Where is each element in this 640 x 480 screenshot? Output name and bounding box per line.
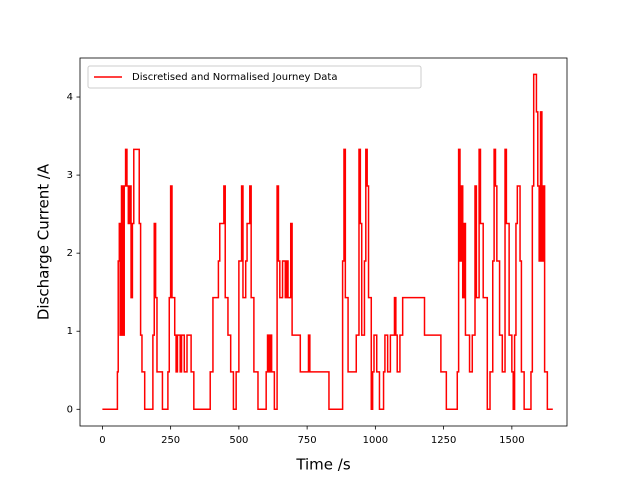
y-tick-label: 0 bbox=[67, 404, 73, 415]
x-tick-label: 250 bbox=[161, 435, 180, 446]
x-tick-label: 1500 bbox=[499, 435, 524, 446]
data-line bbox=[102, 73, 553, 411]
y-tick-label: 3 bbox=[67, 170, 73, 181]
y-tick-label: 4 bbox=[67, 92, 73, 103]
axes-frame bbox=[79, 57, 568, 427]
x-tick-label: 750 bbox=[298, 435, 317, 446]
x-tick-label: 1000 bbox=[363, 435, 388, 446]
x-tick-label: 0 bbox=[99, 435, 105, 446]
legend-label: Discretised and Normalised Journey Data bbox=[132, 72, 337, 83]
y-tick-label: 2 bbox=[67, 248, 73, 259]
x-tick-label: 1250 bbox=[431, 435, 456, 446]
x-axis-label: Time /s bbox=[295, 456, 351, 474]
y-axis-label: Discharge Current /A bbox=[35, 163, 53, 320]
x-tick-label: 500 bbox=[229, 435, 248, 446]
y-tick-label: 1 bbox=[67, 326, 73, 337]
legend-box bbox=[87, 65, 422, 89]
